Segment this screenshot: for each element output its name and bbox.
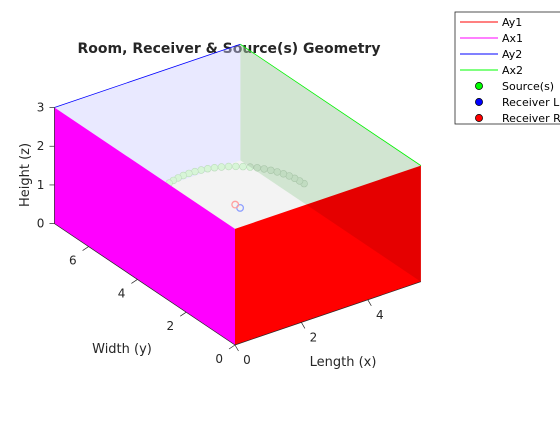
legend-label: Ay2 xyxy=(502,48,522,61)
source-point xyxy=(246,163,254,171)
x-axis-label: Length (x) xyxy=(310,355,377,370)
source-point xyxy=(217,163,226,171)
y-tick-mark xyxy=(82,246,89,251)
z-tick-label: 3 xyxy=(37,101,45,115)
y-tick-label: 6 xyxy=(69,254,77,268)
legend-box xyxy=(454,11,560,125)
source-point xyxy=(253,164,261,172)
source-point xyxy=(232,162,240,171)
source-point xyxy=(210,164,219,172)
z-tick-label: 2 xyxy=(37,139,45,153)
x-tick-label: 2 xyxy=(310,330,318,344)
z-axis-label: Height (z) xyxy=(18,143,33,207)
source-point xyxy=(239,162,247,171)
y-axis-line xyxy=(54,223,236,346)
x-axis-line xyxy=(234,281,422,346)
x-tick-label: 0 xyxy=(243,353,251,367)
z-tick-label: 1 xyxy=(37,178,45,192)
legend-label: Receiver R xyxy=(502,112,560,125)
y-tick-mark xyxy=(228,344,236,350)
legend-label: Receiver L xyxy=(502,96,560,109)
y-tick-label: 0 xyxy=(215,352,223,366)
chart-title: Room, Receiver & Source(s) Geometry xyxy=(78,41,381,57)
legend-label: Ax1 xyxy=(502,32,523,45)
x-tick-label: 4 xyxy=(376,308,384,322)
y-tick-label: 4 xyxy=(118,286,126,300)
x-tick-mark xyxy=(367,299,372,306)
legend-label: Ax2 xyxy=(502,64,523,77)
y-tick-mark xyxy=(131,279,138,284)
x-tick-mark xyxy=(301,322,306,329)
edge-ay2-top xyxy=(54,43,241,108)
source-point xyxy=(197,166,205,174)
legend-marker xyxy=(475,98,483,106)
y-axis-label: Width (y) xyxy=(92,342,152,357)
wall-ax1 xyxy=(54,107,236,345)
legend-label: Ay1 xyxy=(502,16,522,29)
source-point xyxy=(204,165,212,173)
x-tick-mark xyxy=(234,344,239,352)
ceiling-surface xyxy=(54,44,421,229)
y-tick-mark xyxy=(180,311,187,317)
receiver-right xyxy=(231,200,240,209)
wall-shade xyxy=(240,44,421,282)
wall-ay1 xyxy=(235,165,421,345)
legend: Ay1 Ax1 Ay2 Ax2 Source(s) Receiver L Receiver … xyxy=(454,11,560,125)
edge-ax2-top xyxy=(240,43,422,166)
source-point xyxy=(224,162,233,171)
legend-marker xyxy=(475,82,483,90)
z-tick-label: 0 xyxy=(37,217,45,231)
legend-label: Source(s) xyxy=(502,80,554,93)
y-tick-label: 2 xyxy=(167,319,175,333)
legend-marker xyxy=(475,114,483,122)
